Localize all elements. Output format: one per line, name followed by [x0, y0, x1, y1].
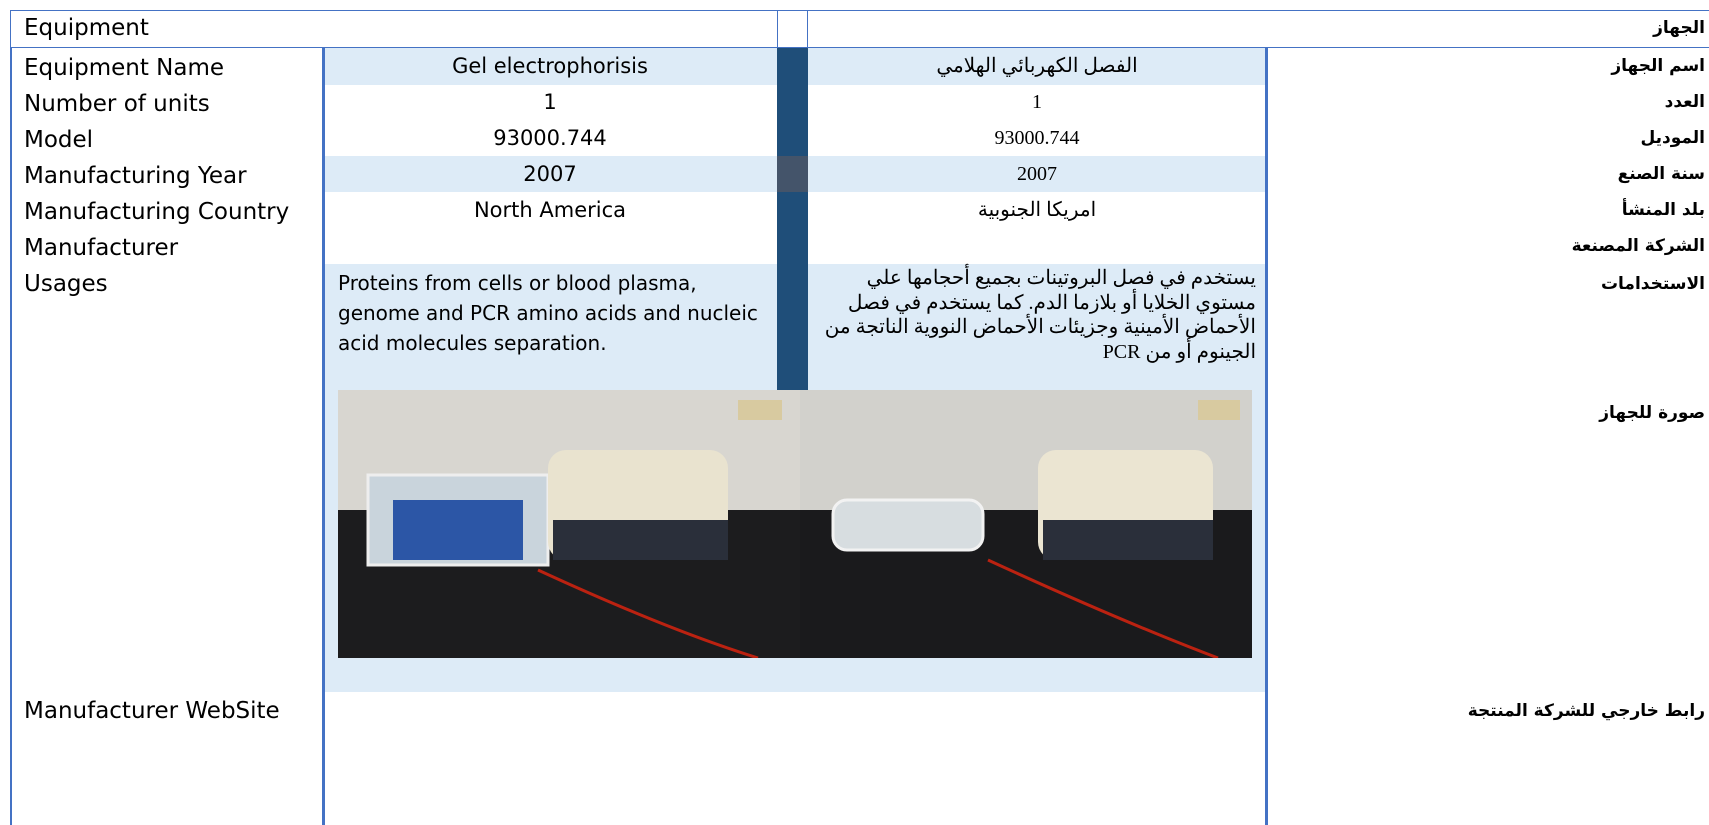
- middle-column-band: [777, 156, 808, 192]
- label-ar: العدد: [1664, 92, 1705, 112]
- header-left: Equipment: [24, 15, 149, 41]
- value-en: 93000.744: [493, 126, 607, 150]
- label-en: Manufacturer: [24, 235, 179, 261]
- equipment-photos: [338, 390, 1252, 658]
- header-right: الجهاز: [1653, 18, 1705, 38]
- label-ar: الاستخدامات: [1600, 274, 1705, 294]
- label-en: Number of units: [24, 91, 210, 117]
- value-en: North America: [473, 198, 627, 222]
- value-ar: 93000.744: [994, 127, 1080, 149]
- column-line: [322, 48, 325, 825]
- label-ar: بلد المنشأ: [1621, 200, 1705, 220]
- usages-en: Proteins from cells or blood plasma, gen…: [338, 271, 758, 355]
- usages-ar: يستخدم في فصل البروتينات بجميع أحجامها ع…: [824, 267, 1256, 363]
- value-ar: امريكا الجنوبية: [977, 199, 1097, 221]
- label-ar: سنة الصنع: [1617, 164, 1705, 184]
- label-en: Model: [24, 127, 94, 153]
- label-en: Usages: [24, 271, 108, 297]
- value-en: 1: [543, 90, 557, 114]
- header-border: [10, 10, 1709, 48]
- left-border: [10, 48, 12, 825]
- label-en: Equipment Name: [24, 55, 225, 81]
- website-label-en: Manufacturer WebSite: [24, 698, 280, 724]
- column-line: [1265, 48, 1268, 825]
- label-ar: اسم الجهاز: [1611, 56, 1705, 76]
- value-ar: 1: [1032, 91, 1042, 113]
- image-label-ar: صورة للجهاز: [1599, 403, 1705, 423]
- header-divider: [777, 10, 808, 48]
- label-en: Manufacturing Year: [24, 163, 247, 189]
- middle-column: [777, 48, 808, 390]
- label-ar: الشركة المصنعة: [1571, 236, 1705, 256]
- label-ar: الموديل: [1640, 128, 1705, 148]
- value-en: Gel electrophorisis: [452, 54, 648, 78]
- value-ar: الفصل الكهربائي الهلامي: [936, 55, 1138, 77]
- label-en: Manufacturing Country: [24, 199, 290, 225]
- website-label-ar: رابط خارجي للشركة المنتجة: [1467, 701, 1705, 721]
- value-en: 2007: [523, 162, 577, 186]
- value-ar: 2007: [1017, 163, 1057, 185]
